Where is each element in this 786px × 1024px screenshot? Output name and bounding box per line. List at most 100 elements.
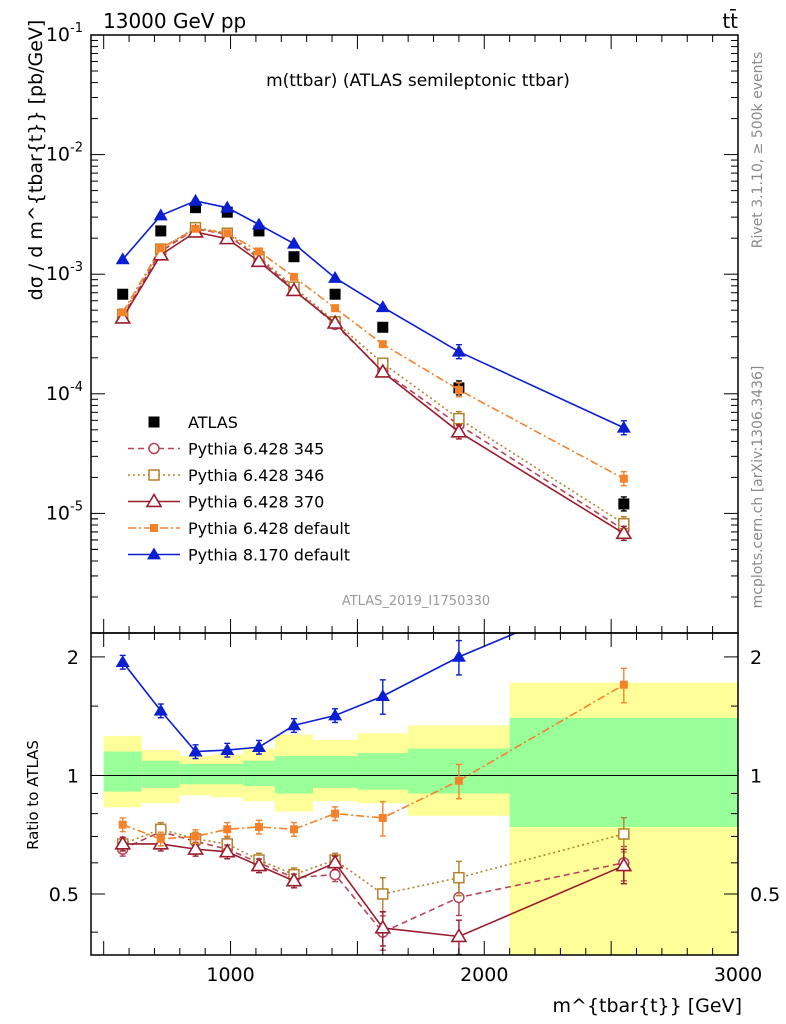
point-pythia-8-170-default	[188, 193, 203, 206]
ratio-point-pythia-6-428-default	[191, 832, 200, 841]
ratio-point-pythia-8-170-default	[328, 708, 343, 721]
ratio-point-pythia-8-170-default	[220, 743, 235, 755]
header-right: tt̄	[722, 8, 738, 33]
ratio-point-pythia-6-428-346	[453, 871, 465, 884]
y-tick-base: 10	[46, 263, 70, 285]
y-tick-exponent: -4	[70, 380, 83, 395]
point-atlas	[329, 288, 341, 300]
series-line-pythia-6-428-default	[122, 227, 625, 480]
ratio-point-pythia-6-428-370	[615, 857, 633, 872]
point-atlas	[253, 225, 265, 237]
point-atlas	[117, 288, 129, 300]
point-pythia-6-428-370	[615, 524, 633, 540]
point-atlas	[618, 498, 630, 510]
point-pythia-8-170-default	[616, 420, 631, 433]
point-atlas	[288, 251, 300, 263]
ratio-band-green	[103, 751, 142, 792]
y-tick-exponent: -5	[70, 499, 83, 514]
ratio-point-pythia-6-428-370	[450, 927, 468, 943]
point-pythia-6-428-370	[218, 230, 236, 245]
ratio-point-pythia-6-428-default	[619, 680, 628, 689]
y-tick-label: 10-1	[46, 21, 83, 46]
y-axis-label: dσ / d m^{tbar{t}} [pb/GeV]	[25, 20, 47, 301]
ratio-tick-label-right: 1	[750, 765, 762, 787]
ratio-point-pythia-8-170-default	[375, 689, 390, 702]
ratio-point-pythia-8-170-default	[115, 655, 130, 668]
side-text-rivet: Rivet 3.1.10, ≥ 500k events	[750, 52, 766, 249]
ratio-point-pythia-6-428-default	[331, 809, 340, 818]
y-tick-exponent: -3	[70, 260, 83, 275]
legend: ATLAS Pythia 6.428 345 Pythia 6.428 346 Pyt…	[128, 413, 350, 565]
ratio-point-pythia-6-428-346	[618, 828, 630, 840]
point-pythia-6-428-default	[223, 229, 232, 238]
y-tick-base: 10	[46, 383, 70, 405]
ratio-point-pythia-6-428-370	[187, 840, 204, 855]
ratio-tick-label-left: 1	[67, 765, 79, 787]
point-pythia-6-428-default	[191, 224, 200, 233]
ratio-point-pythia-6-428-370	[114, 835, 132, 850]
x-tick-label: 3000	[714, 964, 762, 986]
point-pythia-6-428-370	[250, 252, 268, 268]
ratio-band-green	[357, 753, 409, 790]
series-line-pythia-8-170-default	[122, 200, 625, 429]
legend-label-pythia-6-428-370: Pythia 6.428 370	[188, 493, 324, 512]
point-pythia-6-428-default	[289, 272, 298, 281]
ratio-point-pythia-8-170-default	[188, 744, 203, 757]
ratio-point-pythia-6-428-default	[118, 820, 127, 829]
legend-marker-atlas	[148, 416, 160, 428]
x-tick-label: 2000	[460, 964, 508, 986]
point-atlas	[377, 321, 389, 333]
ratio-tick-label-left: 0.5	[49, 884, 79, 906]
ratio-line-pythia-8-170-default	[122, 633, 518, 753]
chart-title: m(ttbar) (ATLAS semileptonic ttbar)	[266, 71, 570, 91]
ratio-point-pythia-6-428-370	[326, 854, 344, 869]
ratio-tick-label-left: 2	[67, 647, 79, 669]
series-line-pythia-6-428-346	[122, 226, 625, 525]
series-line-pythia-6-428-345	[122, 227, 625, 531]
series-line-pythia-6-428-370	[122, 231, 625, 535]
y-tick-base: 10	[46, 24, 70, 46]
ratio-band-green	[509, 717, 738, 827]
legend-marker-pythia-6-428-345	[148, 442, 160, 455]
ratio-tick-label-right: 0.5	[750, 884, 780, 906]
point-pythia-8-170-default	[220, 200, 235, 213]
ratio-point-pythia-6-428-370	[374, 919, 392, 934]
point-pythia-6-428-default	[454, 385, 463, 394]
legend-label-pythia-6-428-345: Pythia 6.428 345	[188, 440, 324, 459]
point-pythia-8-170-default	[153, 208, 168, 221]
point-pythia-8-170-default	[328, 270, 343, 283]
ratio-point-pythia-6-428-default	[223, 825, 232, 834]
point-pythia-8-170-default	[451, 344, 466, 357]
side-text-mcplots: mcplots.cern.ch [arXiv:1306.3436]	[750, 366, 766, 609]
ratio-point-pythia-6-428-345	[329, 868, 341, 881]
point-pythia-6-428-default	[619, 474, 628, 483]
legend-marker-pythia-8-170-default	[147, 547, 161, 560]
ratio-tick-label-right: 2	[750, 647, 762, 669]
watermark: ATLAS_2019_I1750330	[342, 594, 490, 609]
ratio-point-pythia-6-428-370	[285, 872, 303, 887]
point-atlas	[155, 225, 167, 237]
ratio-band-green	[274, 756, 314, 794]
ratio-plot-series	[114, 633, 633, 955]
point-atlas	[190, 202, 202, 214]
legend-label-pythia-8-170-default: Pythia 8.170 default	[188, 546, 350, 565]
legend-label-atlas: ATLAS	[188, 413, 238, 432]
legend-marker-pythia-6-428-370	[145, 492, 163, 508]
ratio-point-pythia-6-428-default	[254, 822, 263, 831]
main-plot-series	[114, 193, 633, 542]
point-pythia-8-170-default	[375, 300, 390, 313]
ratio-point-pythia-6-428-default	[156, 834, 165, 843]
point-pythia-6-428-default	[156, 244, 165, 253]
ratio-band-green	[243, 760, 275, 787]
header-left: 13000 GeV pp	[103, 9, 246, 33]
y-tick-label: 10-2	[46, 141, 83, 166]
x-axis-label: m^{tbar{t}} [GeV]	[553, 995, 742, 1017]
y-tick-exponent: -1	[70, 21, 83, 36]
point-pythia-6-428-default	[254, 247, 263, 256]
ratio-line-pythia-6-428-345	[122, 830, 624, 934]
point-pythia-6-428-346	[453, 412, 465, 425]
point-pythia-6-428-default	[331, 304, 340, 313]
ratio-band-green	[179, 763, 212, 785]
